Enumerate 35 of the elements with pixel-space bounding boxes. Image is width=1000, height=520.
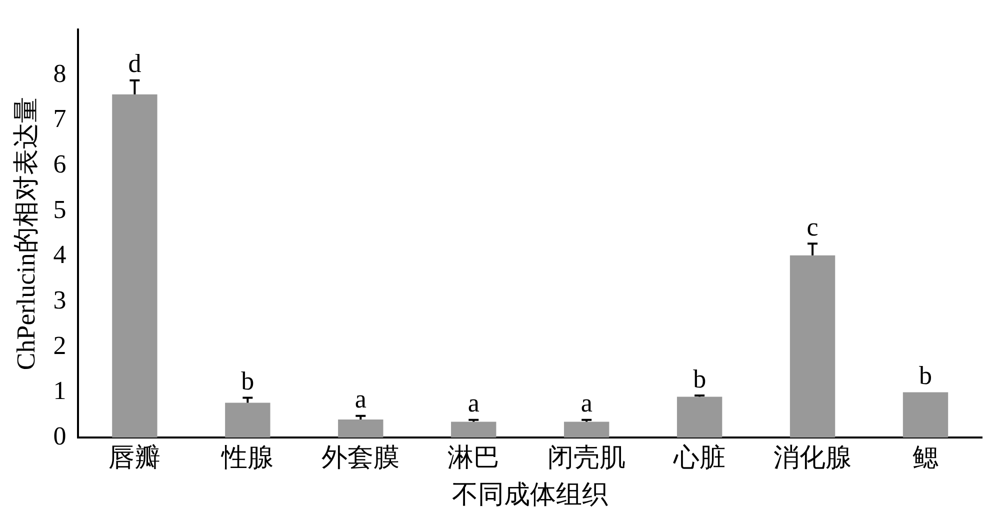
x-tick-label: 闭壳肌 <box>548 443 626 472</box>
y-tick-label: 0 <box>53 421 66 450</box>
x-tick-label: 消化腺 <box>774 443 852 472</box>
bar <box>902 392 948 438</box>
bar <box>564 422 610 438</box>
x-tick-label: 心脏 <box>672 443 726 472</box>
y-tick-label: 3 <box>53 285 66 314</box>
y-tick-label: 4 <box>53 240 66 270</box>
y-tick-label: 5 <box>53 194 66 224</box>
bar <box>790 255 836 438</box>
annotation: d <box>128 49 142 78</box>
annotation: a <box>468 388 480 418</box>
annotation: a <box>580 388 593 418</box>
x-tick-label: 淋巴 <box>448 443 500 472</box>
y-tick-label: 2 <box>53 330 66 360</box>
bar <box>338 419 384 438</box>
bar <box>451 422 496 438</box>
x-tick-label: 性腺 <box>220 443 274 472</box>
y-axis-title: ChPerlucin的相对表达量 <box>11 97 40 370</box>
annotation: c <box>806 212 818 242</box>
y-tick-label: 6 <box>53 149 66 178</box>
annotation: b <box>693 364 706 394</box>
annotation: b <box>241 366 254 396</box>
y-tick-label: 8 <box>53 58 66 88</box>
annotation: a <box>354 384 367 414</box>
x-tick-label: 鳃 <box>912 443 939 472</box>
bar <box>676 396 722 438</box>
x-tick-label: 唇瓣 <box>108 443 161 472</box>
y-tick-label: 1 <box>53 376 66 406</box>
bar <box>225 402 270 438</box>
annotation: b <box>919 361 932 390</box>
y-tick-label: 7 <box>53 104 66 134</box>
x-tick-label: 外套膜 <box>322 443 400 472</box>
bar <box>112 94 158 438</box>
x-axis-title: 不同成体组织 <box>452 480 608 510</box>
